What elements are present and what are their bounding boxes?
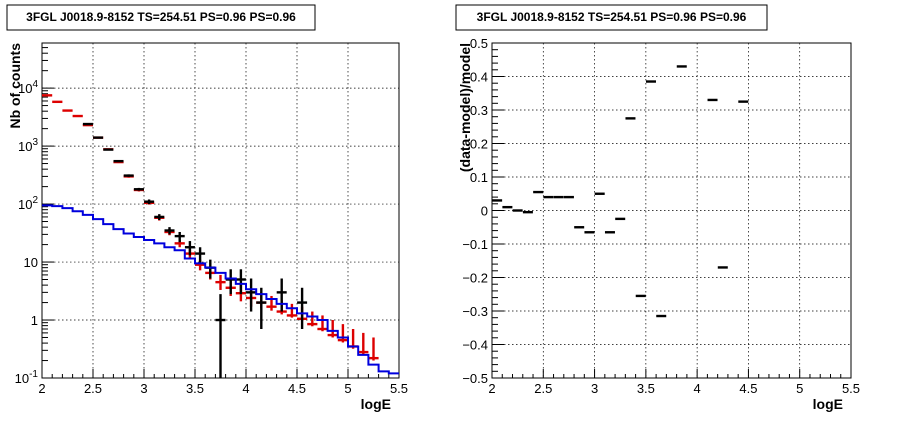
data-point [563,195,574,199]
y-tick-label: 0.4 [470,70,488,85]
data-point [307,311,318,327]
data-point [615,217,626,221]
x-tick-label: 4 [694,381,701,396]
x-tick-label: 5.5 [390,381,408,396]
data-point [246,278,257,312]
data-point [103,148,114,151]
x-tick-label: 4.5 [739,381,757,396]
data-point [154,214,165,221]
data-point [184,241,195,256]
y-tick-label: 10-1 [15,369,39,386]
x-tick-label: 2.5 [84,381,102,396]
chart-title: 3FGL J0018.9-8152 TS=254.51 PS=0.96 PS=0… [477,10,747,24]
data-point [215,294,226,378]
data-point [717,266,728,269]
data-point [656,314,667,318]
x-tick-label: 5 [344,381,351,396]
x-tick-label: 5.5 [842,381,860,396]
data-point [82,122,93,126]
y-tick-label: 0 [481,204,488,219]
data-point [358,332,369,355]
data-point [594,192,605,195]
x-tick-label: 3.5 [637,381,655,396]
x-axis-label: logE [813,396,843,412]
data-point [635,294,646,298]
x-tick-label: 4.5 [288,381,306,396]
data-point [62,109,73,112]
data-point [276,278,287,312]
chart-panel-2: 3FGL J0018.9-8152 TS=254.51 PS=0.96 PS=0… [455,4,860,412]
data-point [512,209,523,212]
model-step-line [42,204,399,375]
y-tick-label: −0.5 [462,371,488,386]
data-point [235,269,246,295]
data-point [574,226,585,229]
x-tick-label: 5 [796,381,803,396]
series-1 [492,65,749,318]
x-tick-label: 3 [591,381,598,396]
data-point [553,195,564,199]
data-point [625,117,636,120]
y-tick-label: −0.4 [462,338,488,353]
series-3 [42,204,399,375]
data-point [522,210,533,214]
data-point [738,100,749,103]
data-point [113,159,124,163]
data-point [297,287,308,330]
data-point [123,174,134,177]
data-point [337,324,348,343]
data-point [707,98,718,102]
y-tick-label: 0.3 [470,103,488,118]
y-tick-label: 104 [18,79,38,96]
chart-panel-1: 3FGL J0018.9-8152 TS=254.51 PS=0.96 PS=0… [6,4,408,412]
x-tick-label: 2.5 [534,381,552,396]
data-point [286,303,297,318]
data-point [133,187,144,191]
data-point [317,315,328,332]
data-point [604,231,615,234]
y-tick-label: −0.2 [462,271,488,286]
data-point [533,190,544,194]
y-tick-label: 102 [18,195,38,212]
y-axis-label: (data-model)/model [457,43,473,172]
y-tick-label: 1 [31,313,38,328]
y-tick-label: 10 [24,255,38,270]
data-point [195,247,206,264]
x-tick-label: 2 [38,381,45,396]
data-point [93,136,104,139]
y-tick-label: −0.3 [462,304,488,319]
chart-title-box [455,4,768,31]
x-tick-label: 3.5 [186,381,204,396]
y-tick-label: 103 [18,137,38,154]
y-tick-label: 0.1 [470,170,488,185]
y-tick-label: −0.1 [462,237,488,252]
data-point [72,114,83,118]
data-point [164,227,175,235]
chart-title: 3FGL J0018.9-8152 TS=254.51 PS=0.96 PS=0… [26,10,296,24]
data-point [42,94,53,97]
data-point [327,320,338,338]
y-tick-label: 0.5 [470,36,488,51]
data-point [52,100,63,104]
data-point [205,259,216,279]
x-tick-label: 3 [140,381,147,396]
data-point [502,205,513,209]
data-point [584,231,595,234]
y-axis-label: Nb of counts [7,43,23,129]
data-point [225,269,236,295]
data-point [215,274,226,290]
chart-title-box [6,4,316,31]
y-tick-label: 0.2 [470,137,488,152]
x-tick-label: 2 [488,381,495,396]
x-axis-label: logE [361,396,391,412]
data-point [144,199,155,205]
data-point [676,65,687,68]
data-point [174,231,185,243]
data-point [368,337,379,361]
x-tick-label: 4 [242,381,249,396]
data-point [492,199,503,202]
data-point [645,80,656,83]
